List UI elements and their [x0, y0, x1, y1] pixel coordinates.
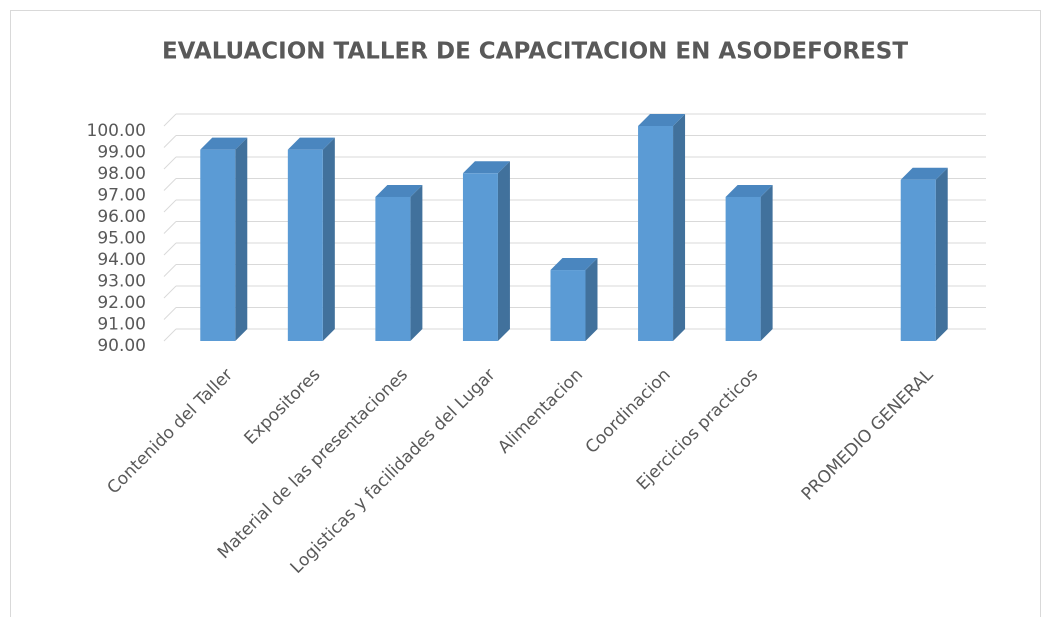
bar [638, 114, 686, 341]
bar-top [200, 137, 248, 150]
grid-line-side [163, 199, 177, 213]
y-tick-label: 97.00 [97, 186, 146, 206]
bar-top [725, 184, 773, 197]
bar-front [638, 126, 674, 341]
grid-line-side [163, 242, 177, 256]
bar-front [287, 149, 323, 341]
bar-side [410, 184, 423, 341]
bar-side [497, 161, 510, 341]
bar-front [375, 196, 411, 341]
bar-top [550, 258, 598, 271]
bar-front [550, 270, 586, 341]
grid-line-side [163, 113, 177, 127]
grid-line-side [163, 328, 177, 342]
grid-line-side [163, 285, 177, 299]
bar-side [760, 184, 773, 341]
bar [287, 137, 335, 341]
grid-line-side [163, 156, 177, 170]
bar-front [900, 179, 936, 341]
bar-front [725, 196, 761, 341]
bar [550, 258, 598, 341]
bar-top [900, 167, 948, 180]
y-tick-label: 99.00 [97, 143, 146, 163]
bar-top [638, 114, 686, 126]
bar [200, 137, 248, 341]
y-tick-label: 100.00 [87, 121, 146, 141]
bar-front [200, 149, 236, 341]
bar-side [235, 137, 248, 341]
grid-line-side [163, 135, 177, 148]
y-tick-label: 98.00 [97, 164, 146, 184]
grid-line-side [163, 307, 177, 320]
bar-top [375, 184, 423, 197]
grid-line-side [163, 264, 177, 277]
y-tick-label: 96.00 [97, 207, 146, 227]
bar-side [935, 167, 948, 341]
bar [725, 184, 773, 341]
bar-side [673, 114, 686, 341]
bar-top [287, 137, 335, 150]
bar-front [462, 173, 498, 341]
y-tick-label: 92.00 [97, 293, 146, 313]
bar-top [462, 161, 510, 174]
y-tick-label: 93.00 [97, 272, 146, 292]
chart-border [10, 10, 1041, 617]
bar-side [322, 137, 335, 341]
bar [375, 184, 423, 341]
bar [900, 167, 948, 341]
y-tick-label: 91.00 [97, 315, 146, 335]
chart-title: EVALUACION TALLER DE CAPACITACION EN ASO… [162, 39, 908, 65]
grid-line-side [163, 178, 177, 191]
bar-side [585, 258, 598, 341]
y-tick-label: 94.00 [97, 250, 146, 270]
y-tick-label: 90.00 [97, 336, 146, 356]
grid-line-side [163, 221, 177, 234]
bar [462, 161, 510, 341]
y-tick-label: 95.00 [97, 229, 146, 249]
